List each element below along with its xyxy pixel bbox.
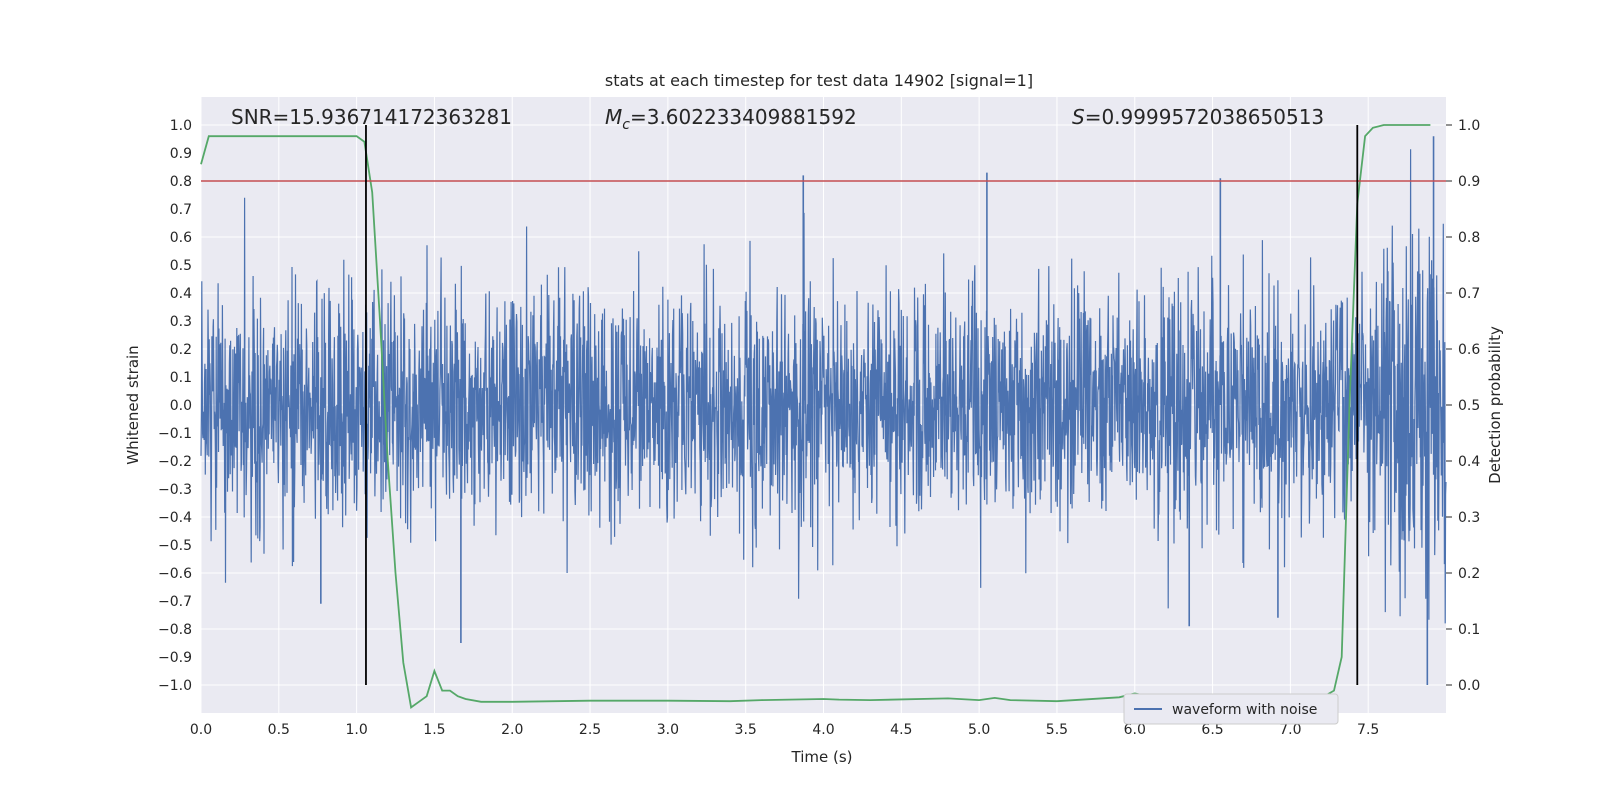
y-tick-label: 1.0: [170, 118, 192, 134]
y-right-tick-label: 0.7: [1458, 286, 1480, 302]
legend-box: [1123, 693, 1339, 725]
y-tick-label: 0.7: [170, 202, 192, 218]
legend: waveform with noise: [1123, 693, 1339, 725]
chart-title: stats at each timestep for test data 149…: [605, 71, 1033, 90]
snr-annotation: SNR=15.936714172363281: [231, 105, 512, 129]
y-tick-label: −0.7: [158, 594, 192, 610]
x-tick-label: 4.0: [812, 722, 834, 738]
y-tick-label: 0.3: [170, 314, 192, 330]
y-right-tick-label: 0.1: [1458, 622, 1480, 638]
y-right-tick-label: 0.5: [1458, 398, 1480, 414]
x-tick-label: 0.0: [190, 722, 212, 738]
chirp-mass-subscript: c: [622, 117, 630, 133]
y-tick-label: −0.3: [158, 482, 192, 498]
x-tick-label: 3.0: [657, 722, 679, 738]
y-right-tick-label: 0.3: [1458, 510, 1480, 526]
x-tick-label: 7.5: [1357, 722, 1379, 738]
y-tick-label: −0.9: [158, 650, 192, 666]
chirp-mass-value: =3.602233409881592: [630, 105, 857, 129]
x-axis: 0.0 0.5 1.0 1.5 2.0 2.5 3.0 3.5 4.0 4.5 5.0 5.5 6.0 6…: [190, 722, 1379, 738]
legend-entry: waveform with noise: [1172, 702, 1317, 718]
x-tick-label: 1.5: [423, 722, 445, 738]
score-value: =0.9999572038650513: [1085, 105, 1324, 129]
x-tick-label: 2.0: [501, 722, 523, 738]
x-tick-label: 3.5: [735, 722, 757, 738]
x-tick-label: 6.0: [1124, 722, 1146, 738]
y-tick-label: −0.4: [158, 510, 192, 526]
y-axis-label: Whitened strain: [124, 345, 142, 464]
y-tick-label: −0.6: [158, 566, 192, 582]
x-tick-label: 4.5: [890, 722, 912, 738]
x-tick-label: 1.0: [345, 722, 367, 738]
x-tick-label: 0.5: [268, 722, 290, 738]
y-tick-label: 0.6: [170, 230, 192, 246]
y-tick-label: −0.1: [158, 426, 192, 442]
x-tick-label: 2.5: [579, 722, 601, 738]
y-right-tick-label: 0.6: [1458, 342, 1480, 358]
y-tick-label: 0.8: [170, 174, 192, 190]
waveform-line: [200, 149, 1447, 624]
y-right-tick-label: 1.0: [1458, 118, 1480, 134]
score-symbol: S: [1072, 105, 1085, 129]
reference-lines: [201, 125, 1446, 685]
score-annotation: S=0.9999572038650513: [1072, 105, 1324, 129]
chirp-mass-symbol: M: [605, 105, 622, 129]
y-tick-label: 0.2: [170, 342, 192, 358]
y-right-tick-label: 0.0: [1458, 678, 1480, 694]
y-tick-label: 0.5: [170, 258, 192, 274]
y-tick-label: −0.2: [158, 454, 192, 470]
y-axis-left: 1.0 0.9 0.8 0.7 0.6 0.5 0.4 0.3 0.2 0.1 0.0 −0.1 −0.…: [158, 118, 192, 694]
x-tick-label: 5.5: [1046, 722, 1068, 738]
x-tick-label: 5.0: [968, 722, 990, 738]
chirp-mass-annotation: Mc=3.602233409881592: [605, 105, 857, 133]
y-right-tick-label: 0.8: [1458, 230, 1480, 246]
y-right-tick-label: 0.9: [1458, 174, 1480, 190]
y-tick-label: 0.0: [170, 398, 192, 414]
x-tick-label: 6.5: [1201, 722, 1223, 738]
y-right-tick-label: 0.2: [1458, 566, 1480, 582]
y-tick-label: 0.1: [170, 370, 192, 386]
y-tick-label: 0.4: [170, 286, 192, 302]
y-axis-right-label: Detection probability: [1486, 326, 1504, 484]
x-axis-label: Time (s): [791, 748, 853, 766]
y-right-tick-label: 0.4: [1458, 454, 1480, 470]
y-tick-label: −0.5: [158, 538, 192, 554]
y-tick-label: 0.9: [170, 146, 192, 162]
x-tick-label: 7.0: [1279, 722, 1301, 738]
y-axis-right: 1.0 0.9 0.8 0.7 0.6 0.5 0.4 0.3 0.2 0.1 0.0: [1446, 118, 1480, 694]
y-tick-label: −1.0: [158, 678, 192, 694]
y-tick-label: −0.8: [158, 622, 192, 638]
